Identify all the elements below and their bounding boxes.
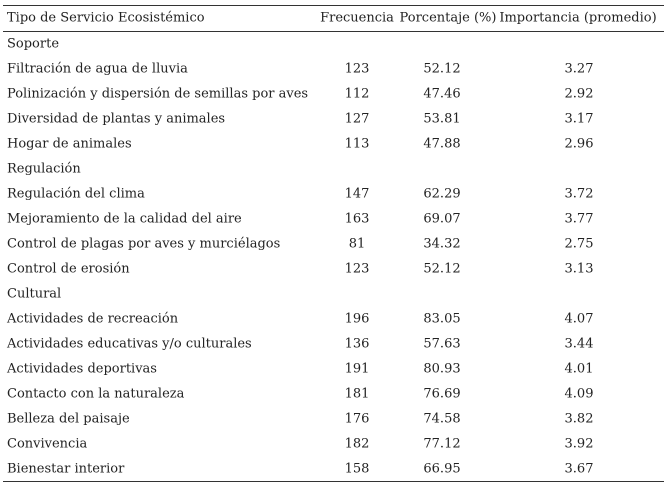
frequency: 181: [345, 387, 370, 402]
frequency: 147: [345, 187, 370, 202]
group-label: Soporte: [7, 37, 59, 52]
service-name: Actividades deportivas: [6, 362, 157, 377]
service-name: Regulación del clima: [7, 187, 145, 202]
importance: 3.44: [565, 337, 594, 352]
service-name: Filtración de agua de lluvia: [7, 62, 188, 77]
frequency: 191: [345, 362, 370, 377]
service-name: Contacto con la naturaleza: [7, 387, 185, 402]
service-name: Control de erosión: [7, 262, 130, 277]
group-label: Regulación: [7, 162, 81, 177]
percentage: 80.93: [423, 362, 460, 377]
service-name: Belleza del paisaje: [7, 412, 130, 427]
percentage: 53.81: [423, 112, 460, 127]
frequency: 136: [345, 337, 370, 352]
frequency: 127: [345, 112, 370, 127]
service-name: Actividades de recreación: [6, 312, 179, 327]
percentage: 52.12: [423, 262, 460, 277]
percentage: 77.12: [423, 437, 460, 452]
column-header: Frecuencia: [320, 11, 394, 26]
importance: 4.01: [565, 362, 594, 377]
frequency: 196: [345, 312, 370, 327]
importance: 4.09: [565, 387, 594, 402]
service-name: Actividades educativas y/o culturales: [6, 337, 252, 352]
percentage: 74.58: [423, 412, 460, 427]
group-label: Cultural: [7, 287, 61, 302]
importance: 3.92: [565, 437, 594, 452]
service-name: Hogar de animales: [7, 137, 132, 152]
importance: 3.67: [565, 462, 594, 477]
importance: 3.77: [565, 212, 594, 227]
percentage: 62.29: [423, 187, 460, 202]
importance: 3.13: [565, 262, 594, 277]
importance: 2.92: [565, 87, 594, 102]
importance: 4.07: [565, 312, 594, 327]
importance: 3.82: [565, 412, 594, 427]
frequency: 182: [345, 437, 370, 452]
frequency: 112: [345, 87, 370, 102]
column-header: Tipo de Servicio Ecosistémico: [7, 11, 205, 26]
percentage: 47.46: [423, 87, 460, 102]
importance: 3.72: [565, 187, 594, 202]
frequency: 176: [345, 412, 370, 427]
percentage: 76.69: [423, 387, 460, 402]
frequency: 158: [345, 462, 370, 477]
service-name: Control de plagas por aves y murciélagos: [7, 237, 280, 252]
frequency: 123: [345, 62, 370, 77]
frequency: 81: [349, 237, 366, 252]
percentage: 47.88: [423, 137, 460, 152]
service-name: Bienestar interior: [7, 462, 125, 477]
percentage: 69.07: [423, 212, 460, 227]
service-name: Polinización y dispersión de semillas po…: [7, 87, 308, 102]
frequency: 123: [345, 262, 370, 277]
importance: 2.75: [565, 237, 594, 252]
service-name: Convivencia: [7, 437, 87, 452]
column-header: Importancia (promedio): [499, 11, 656, 26]
importance: 3.27: [565, 62, 594, 77]
frequency: 163: [345, 212, 370, 227]
importance: 2.96: [565, 137, 594, 152]
percentage: 57.63: [423, 337, 460, 352]
column-header: Porcentaje (%): [400, 11, 497, 26]
service-name: Mejoramiento de la calidad del aire: [7, 212, 242, 227]
importance: 3.17: [565, 112, 594, 127]
frequency: 113: [345, 137, 370, 152]
percentage: 83.05: [423, 312, 460, 327]
percentage: 66.95: [423, 462, 460, 477]
percentage: 52.12: [423, 62, 460, 77]
service-name: Diversidad de plantas y animales: [7, 112, 225, 127]
percentage: 34.32: [423, 237, 460, 252]
